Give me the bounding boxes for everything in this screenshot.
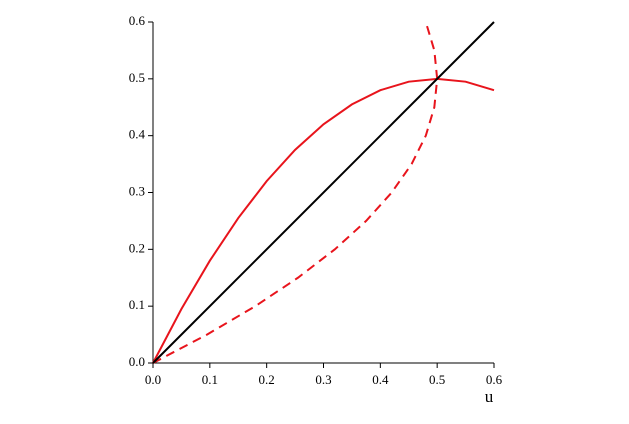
x-tick-label: 0.0 [145,372,161,387]
x-tick-label: 0.6 [486,372,503,387]
y-tick-label: 0.1 [129,297,145,312]
x-tick-label: 0.3 [315,372,331,387]
curve [152,77,495,364]
x-axis-label: u [485,387,494,406]
x-tick-label: 0.4 [372,372,389,387]
x-tick-label: 0.1 [202,372,218,387]
y-tick-label: 0.0 [129,354,145,369]
curve [152,21,495,364]
x-tick-label: 0.2 [259,372,275,387]
x-tick-label: 0.5 [429,372,445,387]
y-tick-label: 0.3 [129,183,145,198]
y-tick-label: 0.6 [129,13,146,28]
y-tick-label: 0.5 [129,70,145,85]
y-tick-label: 0.2 [129,240,145,255]
curve [152,21,439,364]
y-tick-label: 0.4 [129,127,146,142]
